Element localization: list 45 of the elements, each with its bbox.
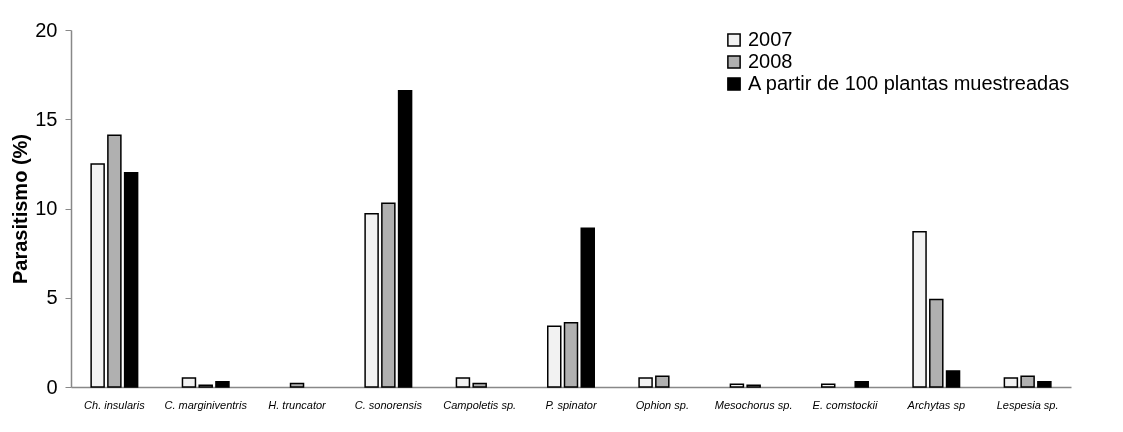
bar — [820, 383, 836, 388]
bar — [547, 325, 562, 388]
bar — [638, 377, 653, 388]
x-tick-label: E. comstockii — [812, 398, 878, 411]
bar — [655, 375, 670, 388]
bar — [215, 380, 230, 388]
x-tick-label: Lespesia sp. — [996, 398, 1059, 411]
bar — [580, 227, 595, 388]
legend-label: 2008 — [748, 50, 793, 72]
x-tick-label: Ophion sp. — [635, 398, 689, 411]
y-tick-label: 5 — [46, 286, 58, 309]
x-tick-label: H. truncator — [268, 398, 328, 411]
y-tick-label: 0 — [46, 375, 58, 398]
bar — [854, 380, 869, 388]
x-tick-label: C. sonorensis — [354, 398, 423, 411]
x-tick-label: Ch. insularis — [84, 398, 146, 411]
y-tick-label: 10 — [35, 197, 58, 219]
bar — [364, 213, 379, 388]
x-tick-label: Mesochorus sp. — [714, 398, 793, 411]
x-tick-label: Campoletis sp. — [443, 398, 517, 411]
bar — [1037, 380, 1052, 388]
bar — [181, 377, 197, 388]
bar — [945, 370, 961, 388]
y-axis-title: Parasitismo (%) — [9, 133, 32, 285]
legend-label: A partir de 100 plantas muestreadas — [748, 72, 1070, 94]
bar — [1020, 375, 1035, 388]
bar — [289, 382, 305, 388]
bar — [90, 163, 105, 388]
bar — [381, 202, 396, 388]
y-tick-label: 15 — [35, 107, 58, 130]
bar — [729, 383, 745, 388]
bar — [123, 172, 139, 388]
bar — [563, 321, 579, 388]
bar — [472, 382, 487, 388]
bar — [455, 377, 471, 388]
bar — [929, 298, 944, 388]
x-tick-label: P. spinator — [545, 398, 598, 411]
legend-label: 2007 — [748, 28, 793, 50]
y-tick-label: 20 — [35, 18, 58, 41]
x-tick-label: Archytas sp — [906, 398, 966, 411]
x-tick-label: C. marginiventris — [164, 398, 248, 411]
bar — [397, 89, 413, 388]
bar — [107, 134, 122, 388]
bar — [912, 230, 927, 388]
bar — [1003, 377, 1019, 388]
